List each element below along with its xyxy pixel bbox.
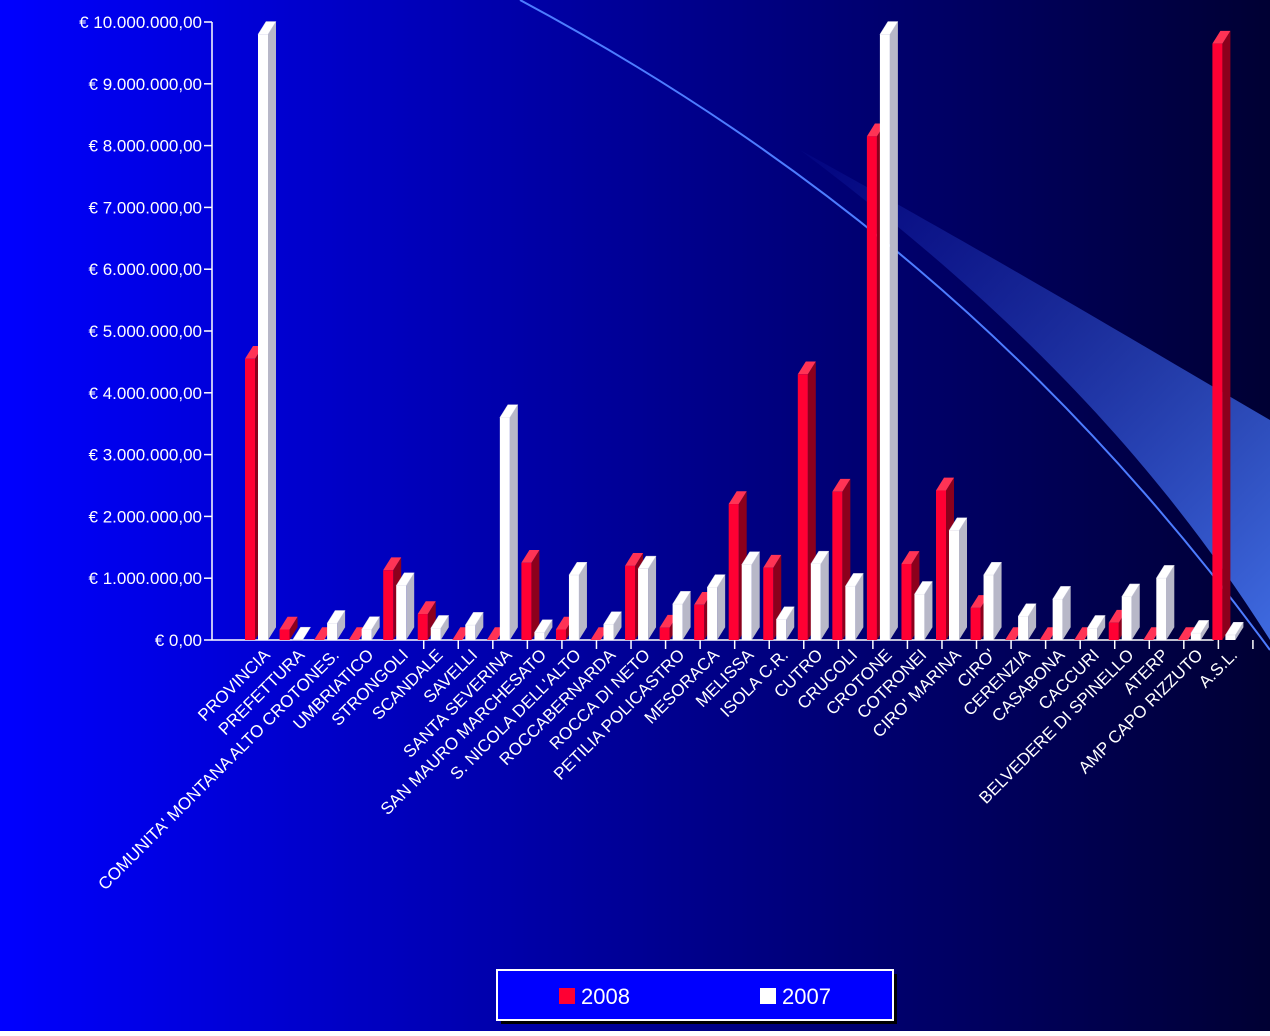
axes: € 0,00 € 1.000.000,00 € 2.000.000,00 € 3.00… (79, 13, 1254, 650)
bar-2008-8 (521, 549, 540, 640)
bars (245, 21, 1244, 641)
y-tick-label: € 4.000.000,00 (89, 384, 202, 403)
bar-2008-1 (279, 616, 298, 640)
y-tick-label: € 2.000.000,00 (89, 507, 202, 526)
bar-2007-21 (983, 562, 1003, 640)
bar-2007-16 (810, 550, 830, 640)
bar-2007-0 (257, 21, 277, 641)
legend-box (496, 969, 894, 1021)
bar-2007-17 (844, 573, 864, 640)
bar-2007-25 (1121, 583, 1141, 640)
bar-2007-2 (326, 610, 346, 640)
bar-2007-7 (499, 404, 519, 640)
y-tick-label: € 0,00 (155, 631, 202, 650)
legend-label-2008: 2008 (581, 984, 630, 1009)
y-tick-label: € 6.000.000,00 (89, 260, 202, 279)
bar-2007-15 (775, 606, 795, 640)
legend-label-2007: 2007 (782, 984, 831, 1009)
bar-2007-4 (395, 572, 415, 640)
bar-2007-3 (361, 616, 381, 640)
y-tick-label: € 1.000.000,00 (89, 569, 202, 588)
bar-2007-10 (603, 611, 622, 640)
decorative-swoosh (800, 150, 1270, 640)
bar-2007-23 (1052, 586, 1072, 640)
y-tick-label: € 3.000.000,00 (89, 446, 202, 465)
legend-swatch-2008 (559, 988, 575, 1004)
bar-2007-9 (568, 562, 588, 640)
bar-2007-13 (706, 574, 726, 640)
bar-2007-14 (741, 551, 761, 640)
legend: 2008 2007 (496, 969, 897, 1024)
bar-2007-27 (1190, 620, 1210, 640)
bar-2007-11 (637, 555, 657, 640)
bar-2007-22 (1017, 603, 1037, 640)
bar-2007-8 (533, 619, 553, 640)
bar-2007-28 (1224, 622, 1244, 640)
decorative-curve (519, 0, 1270, 651)
bar-2007-1 (292, 626, 312, 641)
y-tick-label: € 10.000.000,00 (79, 13, 202, 32)
y-tick-label: € 9.000.000,00 (89, 75, 202, 94)
bar-2007-20 (948, 517, 968, 640)
legend-swatch-2007 (760, 988, 776, 1004)
y-tick-label: € 5.000.000,00 (89, 322, 202, 341)
bar-2007-24 (1086, 615, 1106, 640)
bar-2008-27 (1177, 627, 1196, 640)
bar-2008-28 (1212, 30, 1231, 640)
bar-2007-5 (430, 615, 450, 640)
bar-2007-18 (879, 21, 899, 641)
bar-2007-26 (1155, 565, 1175, 640)
y-tick-label: € 7.000.000,00 (89, 198, 202, 217)
bar-2007-6 (464, 612, 484, 640)
y-tick-label: € 8.000.000,00 (89, 137, 202, 156)
bar-2007-19 (913, 581, 933, 640)
bar-2007-12 (672, 591, 692, 640)
